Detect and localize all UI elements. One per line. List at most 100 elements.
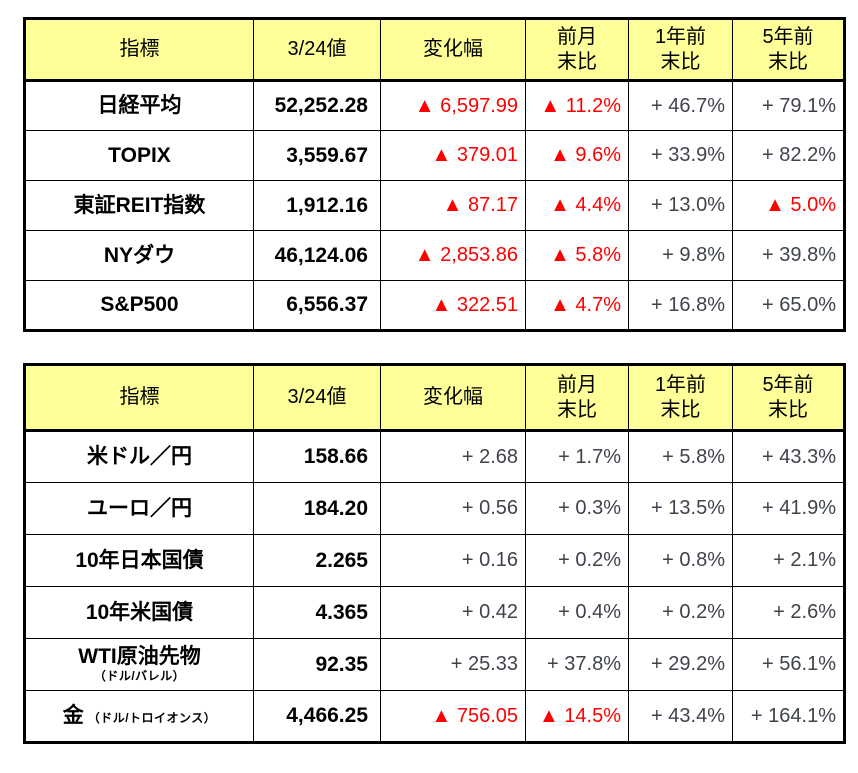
change-cell-positive: + 82.2%	[732, 130, 845, 181]
change-cell-positive: + 0.8%	[628, 534, 733, 587]
row-label: WTI原油先物 （ドル/バレル）	[24, 638, 254, 691]
change-cell-negative: ▲ 4.7%	[525, 280, 629, 331]
header-cell: 1年前 末比	[628, 364, 733, 432]
header-cell: 指標	[24, 18, 254, 82]
table-row: S&P500 6,556.37 ▲ 322.51 ▲ 4.7% + 16.8% + 65.…	[24, 280, 845, 331]
current-value-cell: 184.20	[253, 482, 381, 535]
row-label: 東証REIT指数	[24, 180, 254, 231]
header-cell: 変化幅	[380, 18, 526, 82]
current-value-cell: 52,252.28	[253, 80, 381, 131]
change-cell-positive: + 0.2%	[525, 534, 629, 587]
indicator-name: 10年日本国債	[75, 548, 204, 572]
table-row: 10年日本国債 2.265 + 0.16 + 0.2% + 0.8% + 2.1%	[24, 534, 845, 587]
header-cell: 5年前 末比	[732, 364, 845, 432]
current-value-cell: 46,124.06	[253, 230, 381, 281]
change-cell-negative: ▲ 322.51	[380, 280, 526, 331]
change-cell-positive: + 43.3%	[732, 430, 845, 483]
change-cell-positive: + 29.2%	[628, 638, 733, 691]
current-value-cell: 6,556.37	[253, 280, 381, 331]
change-cell-positive: + 2.1%	[732, 534, 845, 587]
change-cell-positive: + 65.0%	[732, 280, 845, 331]
row-label: 日経平均	[24, 80, 254, 131]
change-cell-positive: + 9.8%	[628, 230, 733, 281]
change-cell-negative: ▲ 6,597.99	[380, 80, 526, 131]
change-cell-negative: ▲ 5.8%	[525, 230, 629, 281]
change-cell-negative: ▲ 5.0%	[732, 180, 845, 231]
indicator-name: 日経平均	[97, 94, 182, 118]
indicator-name: 10年米国債	[85, 600, 194, 624]
header-cell: 1年前 末比	[628, 18, 733, 82]
header-cell: 5年前 末比	[732, 18, 845, 82]
header-row: 指標 3/24値 変化幅 前月 末比 1年前 末比 5年前 末比	[24, 18, 845, 82]
change-cell-positive: + 0.4%	[525, 586, 629, 639]
header-cell: 変化幅	[380, 364, 526, 432]
table-row: WTI原油先物 （ドル/バレル） 92.35 + 25.33 + 37.8% + 29.2…	[24, 638, 845, 691]
row-label: 米ドル／円	[24, 430, 254, 483]
row-label: 10年日本国債	[24, 534, 254, 587]
indicator-name: S&P500	[100, 293, 179, 317]
indicator-name: WTI原油先物	[78, 645, 201, 669]
market-tables-container: 指標 3/24値 変化幅 前月 末比 1年前 末比 5年前 末比 日経平均 52,252.28…	[23, 17, 846, 744]
header-cell: 3/24値	[253, 364, 381, 432]
change-cell-positive: + 13.0%	[628, 180, 733, 231]
change-cell-positive: + 0.56	[380, 482, 526, 535]
table-row: 10年米国債 4.365 + 0.42 + 0.4% + 0.2% + 2.6%	[24, 586, 845, 639]
row-label: 金（ドル/トロイオンス）	[24, 690, 254, 743]
change-cell-positive: + 41.9%	[732, 482, 845, 535]
change-cell-positive: + 56.1%	[732, 638, 845, 691]
change-cell-positive: + 0.3%	[525, 482, 629, 535]
change-cell-positive: + 37.8%	[525, 638, 629, 691]
indicator-name: ユーロ／円	[87, 496, 192, 520]
header-cell: 3/24値	[253, 18, 381, 82]
current-value-cell: 92.35	[253, 638, 381, 691]
header-cell: 指標	[24, 364, 254, 432]
change-cell-positive: + 33.9%	[628, 130, 733, 181]
current-value-cell: 2.265	[253, 534, 381, 587]
change-cell-positive: + 5.8%	[628, 430, 733, 483]
indicator-name: 米ドル／円	[87, 445, 192, 469]
change-cell-negative: ▲ 756.05	[380, 690, 526, 743]
change-cell-positive: + 25.33	[380, 638, 526, 691]
indicator-name: 東証REIT指数	[73, 193, 206, 217]
table-row: TOPIX 3,559.67 ▲ 379.01 ▲ 9.6% + 33.9% + 82.2…	[24, 130, 845, 181]
current-value-cell: 4.365	[253, 586, 381, 639]
change-cell-positive: + 39.8%	[732, 230, 845, 281]
change-cell-positive: + 43.4%	[628, 690, 733, 743]
table-row: ユーロ／円 184.20 + 0.56 + 0.3% + 13.5% + 41.9%	[24, 482, 845, 535]
change-cell-positive: + 16.8%	[628, 280, 733, 331]
change-cell-positive: + 1.7%	[525, 430, 629, 483]
current-value-cell: 3,559.67	[253, 130, 381, 181]
change-cell-positive: + 79.1%	[732, 80, 845, 131]
current-value-cell: 4,466.25	[253, 690, 381, 743]
row-label: TOPIX	[24, 130, 254, 181]
fx-commodities-table: 指標 3/24値 変化幅 前月 末比 1年前 末比 5年前 末比 米ドル／円 158.66 + …	[23, 363, 846, 744]
indicator-unit-note: （ドル/バレル）	[93, 669, 186, 684]
header-cell: 前月 末比	[525, 364, 629, 432]
current-value-cell: 1,912.16	[253, 180, 381, 231]
row-label: NYダウ	[24, 230, 254, 281]
header-cell: 前月 末比	[525, 18, 629, 82]
change-cell-negative: ▲ 4.4%	[525, 180, 629, 231]
indicator-name: NYダウ	[103, 243, 176, 267]
indicator-name: TOPIX	[108, 143, 171, 167]
current-value-cell: 158.66	[253, 430, 381, 483]
change-cell-positive: + 2.6%	[732, 586, 845, 639]
row-label: S&P500	[24, 280, 254, 331]
change-cell-negative: ▲ 2,853.86	[380, 230, 526, 281]
table-row: 東証REIT指数 1,912.16 ▲ 87.17 ▲ 4.4% + 13.0% ▲ 5.…	[24, 180, 845, 231]
change-cell-positive: + 13.5%	[628, 482, 733, 535]
indicator-unit-note: （ドル/トロイオンス）	[87, 711, 217, 726]
table-row: 米ドル／円 158.66 + 2.68 + 1.7% + 5.8% + 43.3%	[24, 430, 845, 483]
table-row: 日経平均 52,252.28 ▲ 6,597.99 ▲ 11.2% + 46.7% + 7…	[24, 80, 845, 131]
change-cell-negative: ▲ 11.2%	[525, 80, 629, 131]
table-row: 金（ドル/トロイオンス） 4,466.25 ▲ 756.05 ▲ 14.5% + 43.…	[24, 690, 845, 743]
row-label: ユーロ／円	[24, 482, 254, 535]
change-cell-negative: ▲ 379.01	[380, 130, 526, 181]
change-cell-positive: + 46.7%	[628, 80, 733, 131]
indicator-name: 金	[62, 704, 84, 728]
change-cell-positive: + 0.2%	[628, 586, 733, 639]
change-cell-positive: + 0.42	[380, 586, 526, 639]
header-row: 指標 3/24値 変化幅 前月 末比 1年前 末比 5年前 末比	[24, 364, 845, 432]
change-cell-positive: + 2.68	[380, 430, 526, 483]
